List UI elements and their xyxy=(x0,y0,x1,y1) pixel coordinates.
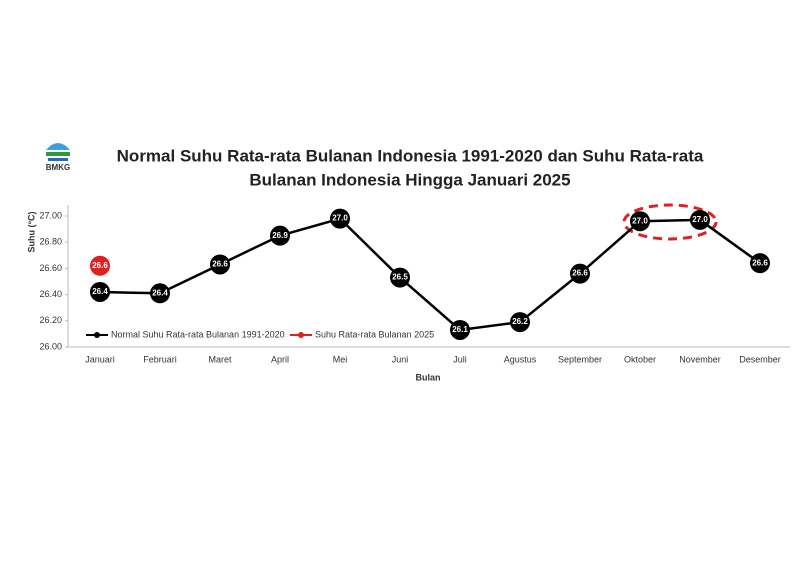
data-label: 26.4 xyxy=(152,288,168,297)
data-point xyxy=(270,225,290,246)
x-tick-label: Februari xyxy=(143,354,177,364)
legend-marker xyxy=(298,332,304,338)
x-tick-label: Mei xyxy=(333,354,348,364)
logo-shape xyxy=(46,143,70,150)
data-point xyxy=(750,253,770,274)
data-point xyxy=(570,263,590,284)
logo: BMKG xyxy=(46,143,70,172)
data-point xyxy=(150,283,170,304)
data-point xyxy=(90,255,110,276)
chart-title: Normal Suhu Rata-rata Bulanan Indonesia … xyxy=(117,146,704,165)
logo-shape xyxy=(46,152,70,156)
data-label: 26.6 xyxy=(752,258,768,267)
data-label: 26.5 xyxy=(392,273,408,282)
y-tick-label: 26.20 xyxy=(39,315,62,325)
data-label: 26.4 xyxy=(92,287,108,296)
y-axis-label: Suhu (°C) xyxy=(26,211,36,252)
chart-title: Bulanan Indonesia Hingga Januari 2025 xyxy=(249,170,570,189)
x-tick-label: Juli xyxy=(453,354,467,364)
data-point xyxy=(390,267,410,288)
x-tick-label: Desember xyxy=(739,354,781,364)
highlight-ellipse xyxy=(622,203,718,241)
y-tick-label: 26.60 xyxy=(39,263,62,273)
x-tick-label: Juni xyxy=(392,354,409,364)
x-tick-label: Maret xyxy=(208,354,232,364)
x-tick-label: Oktober xyxy=(624,354,656,364)
x-tick-label: April xyxy=(271,354,289,364)
x-tick-label: Januari xyxy=(85,354,115,364)
series-line xyxy=(99,217,761,332)
x-axis-label: Bulan xyxy=(415,372,440,382)
legend-label: Normal Suhu Rata-rata Bulanan 1991-2020 xyxy=(111,329,285,339)
data-point xyxy=(690,209,710,230)
data-point xyxy=(330,208,350,229)
data-label: 26.1 xyxy=(452,325,468,334)
data-label: 26.9 xyxy=(272,231,288,240)
data-point xyxy=(90,281,110,302)
data-label: 26.6 xyxy=(92,261,108,270)
data-label: 27.0 xyxy=(332,214,348,223)
x-tick-label: September xyxy=(558,354,602,364)
data-label: 27.0 xyxy=(632,216,648,225)
y-tick-label: 26.00 xyxy=(39,341,62,351)
data-label: 26.2 xyxy=(512,317,528,326)
logo-text: BMKG xyxy=(46,163,70,172)
y-tick-label: 26.80 xyxy=(39,237,62,247)
data-point xyxy=(210,254,230,275)
x-tick-label: Agustus xyxy=(504,354,537,364)
data-point xyxy=(630,211,650,232)
data-point xyxy=(450,319,470,340)
y-tick-label: 27.00 xyxy=(39,210,62,220)
logo-shape xyxy=(48,158,68,161)
data-label: 26.6 xyxy=(212,260,228,269)
x-tick-label: November xyxy=(679,354,721,364)
data-label: 26.6 xyxy=(572,269,588,278)
legend-label: Suhu Rata-rata Bulanan 2025 xyxy=(315,329,434,339)
data-point xyxy=(510,312,530,333)
data-label: 27.0 xyxy=(692,215,708,224)
y-tick-label: 26.40 xyxy=(39,289,62,299)
legend-marker xyxy=(94,332,100,338)
